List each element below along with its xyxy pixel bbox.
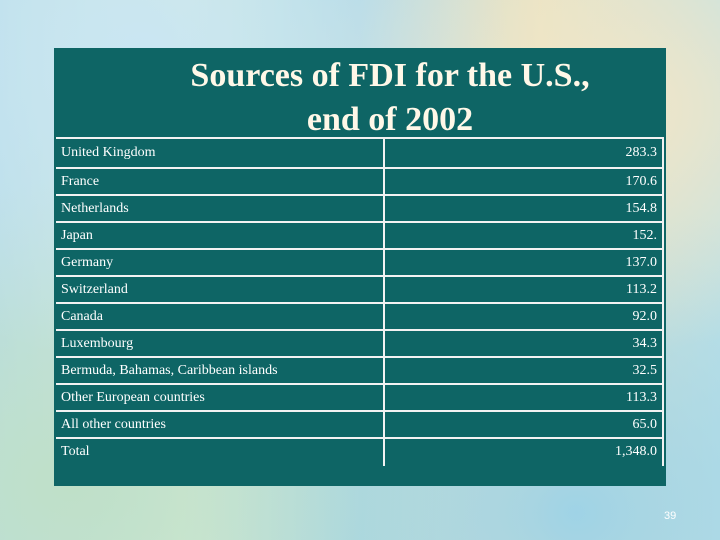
table-row: United Kingdom 283.3 bbox=[56, 137, 664, 169]
country-cell: Other European countries bbox=[56, 385, 385, 412]
slide-panel: Sources of FDI for the U.S., end of 2002 bbox=[54, 48, 666, 486]
value-cell: 34.3 bbox=[385, 331, 664, 358]
country-cell: United Kingdom bbox=[56, 139, 385, 169]
country-cell: All other countries bbox=[56, 412, 385, 439]
country-cell: Japan bbox=[56, 223, 385, 250]
slide-title: Sources of FDI for the U.S., end of 2002 bbox=[54, 54, 666, 142]
value-cell: 65.0 bbox=[385, 412, 664, 439]
title-line-1: Sources of FDI for the U.S., bbox=[190, 57, 590, 94]
title-line-2: end of 2002 bbox=[306, 101, 474, 138]
table-row: Total 1,348.0 bbox=[56, 439, 664, 466]
table-row: Luxembourg 34.3 bbox=[56, 331, 664, 358]
table-row: Germany 137.0 bbox=[56, 250, 664, 277]
value-cell: 32.5 bbox=[385, 358, 664, 385]
country-cell: Switzerland bbox=[56, 277, 385, 304]
value-cell: 113.3 bbox=[385, 385, 664, 412]
value-cell: 92.0 bbox=[385, 304, 664, 331]
country-cell: Total bbox=[56, 439, 385, 466]
table-row: Netherlands 154.8 bbox=[56, 196, 664, 223]
table-row: Japan 152. bbox=[56, 223, 664, 250]
value-cell: 1,348.0 bbox=[385, 439, 664, 466]
country-cell: Canada bbox=[56, 304, 385, 331]
table-row: France 170.6 bbox=[56, 169, 664, 196]
value-cell: 154.8 bbox=[385, 196, 664, 223]
table-row: Switzerland 113.2 bbox=[56, 277, 664, 304]
table-row: All other countries 65.0 bbox=[56, 412, 664, 439]
page-number: 39 bbox=[664, 510, 677, 522]
table-row: Bermuda, Bahamas, Caribbean islands 32.5 bbox=[56, 358, 664, 385]
country-cell: Luxembourg bbox=[56, 331, 385, 358]
fdi-table: United Kingdom 283.3 France 170.6 Netherland… bbox=[56, 137, 664, 466]
country-cell: Germany bbox=[56, 250, 385, 277]
table-row: Other European countries 113.3 bbox=[56, 385, 664, 412]
value-cell: 283.3 bbox=[385, 139, 664, 169]
value-cell: 152. bbox=[385, 223, 664, 250]
value-cell: 137.0 bbox=[385, 250, 664, 277]
country-cell: France bbox=[56, 169, 385, 196]
value-cell: 113.2 bbox=[385, 277, 664, 304]
value-cell: 170.6 bbox=[385, 169, 664, 196]
table-row: Canada 92.0 bbox=[56, 304, 664, 331]
country-cell: Bermuda, Bahamas, Caribbean islands bbox=[56, 358, 385, 385]
country-cell: Netherlands bbox=[56, 196, 385, 223]
